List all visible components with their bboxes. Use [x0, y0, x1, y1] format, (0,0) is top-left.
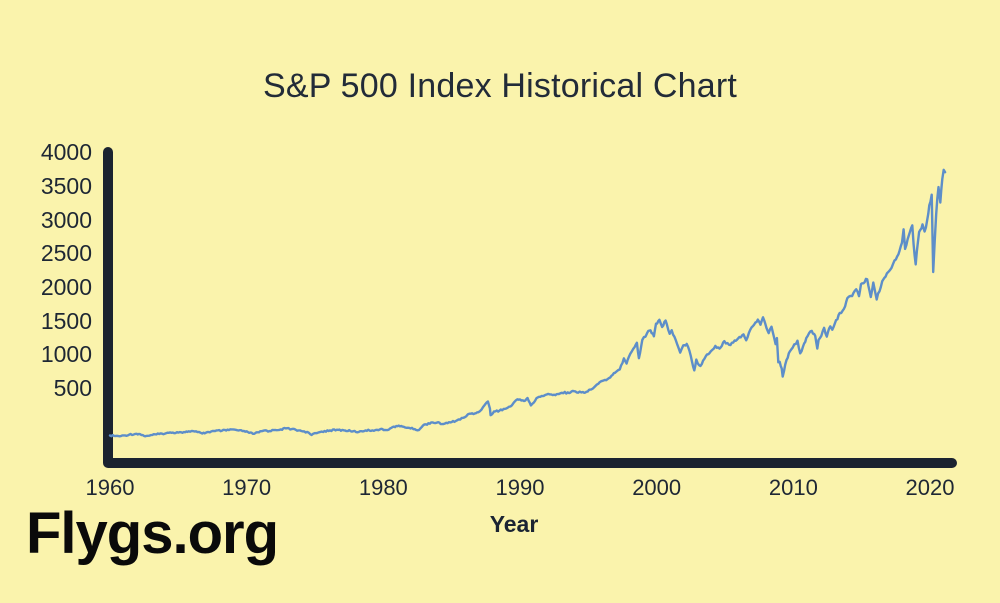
- x-tick-label: 1960: [85, 475, 135, 500]
- axes: [103, 147, 957, 468]
- y-tick-label: 1000: [40, 341, 92, 368]
- x-tick-label: 2010: [768, 475, 818, 500]
- y-tick-label: 3500: [40, 173, 92, 200]
- y-tick-label: 2500: [40, 240, 92, 267]
- chart-title: S&P 500 Index Historical Chart: [262, 67, 738, 105]
- x-tick-label: 1970: [222, 475, 272, 500]
- x-axis-title: Year: [489, 511, 539, 537]
- y-tick-label: 2000: [40, 274, 92, 300]
- sp500-price-line: [108, 168, 947, 438]
- x-tick-label: 1990: [495, 475, 545, 500]
- x-tick-label: 2020: [905, 475, 955, 500]
- y-tick-label: 3000: [40, 206, 92, 233]
- y-tick-label: 1500: [40, 307, 92, 334]
- y-tick-label: 500: [53, 374, 92, 401]
- x-tick-label: 1980: [358, 475, 408, 500]
- watermark-text: Flygs.org: [26, 501, 279, 566]
- y-tick-label: 4000: [40, 139, 92, 166]
- x-tick-label: 2000: [632, 475, 682, 500]
